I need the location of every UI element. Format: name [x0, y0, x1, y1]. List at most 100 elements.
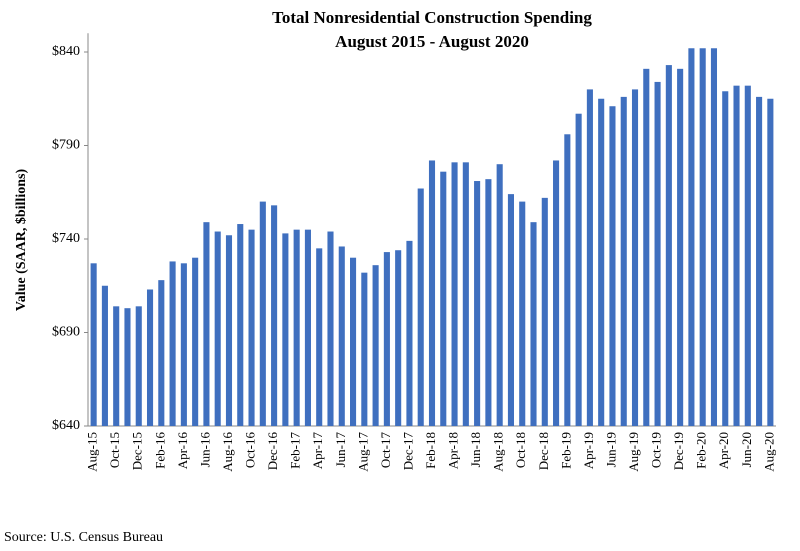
bar [631, 89, 639, 427]
bar [203, 222, 210, 426]
y-tick-label: $690 [52, 325, 80, 340]
x-tick-label: Oct-19 [649, 432, 664, 468]
x-tick-label: Jun-17 [333, 432, 348, 468]
x-tick-label: Feb-18 [423, 432, 438, 469]
x-tick-label: Aug-16 [220, 432, 235, 472]
bar [350, 257, 357, 426]
chart-subtitle: August 2015 - August 2020 [335, 32, 529, 51]
bar [507, 194, 514, 426]
bar [282, 233, 289, 426]
bar [293, 229, 300, 426]
bar [462, 162, 469, 426]
bar [372, 265, 379, 426]
bar [474, 181, 481, 426]
x-tick-label: Feb-20 [694, 432, 709, 469]
bar [180, 263, 187, 426]
bar [575, 113, 582, 427]
x-tick-label: Dec-15 [130, 432, 145, 470]
y-tick-label: $840 [52, 44, 80, 59]
x-tick-label: Jun-19 [603, 432, 618, 467]
x-tick-label: Oct-18 [513, 432, 528, 468]
bar [553, 160, 560, 426]
y-tick-label: $640 [52, 418, 80, 433]
bar [722, 91, 729, 427]
x-tick-label: Aug-17 [355, 432, 370, 472]
x-tick-label: Aug-15 [85, 432, 100, 472]
bar [327, 231, 334, 426]
x-tick-label: Apr-17 [310, 432, 325, 470]
bar [451, 162, 458, 426]
bar [248, 229, 255, 426]
bar [338, 246, 345, 426]
bar [135, 306, 142, 426]
bar [598, 98, 605, 426]
x-tick-label: Apr-16 [175, 432, 190, 470]
bar [169, 261, 176, 426]
bar [101, 285, 108, 426]
x-tick-label: Apr-20 [716, 432, 731, 469]
bar [158, 280, 165, 426]
bar [237, 224, 244, 426]
bar [485, 179, 492, 426]
bar [767, 98, 774, 426]
bar [699, 48, 706, 426]
bar [124, 308, 131, 426]
bar [271, 205, 278, 426]
x-tick-label: Aug-19 [626, 432, 641, 472]
bar [564, 134, 571, 426]
bar [744, 85, 751, 426]
bar [530, 222, 537, 426]
bar [304, 229, 311, 426]
x-tick-label: Dec-17 [400, 432, 415, 471]
x-tick-label: Oct-16 [243, 432, 258, 469]
x-tick-label: Aug-18 [491, 432, 506, 472]
x-tick-label: Dec-18 [536, 432, 551, 470]
x-tick-label: Oct-17 [378, 432, 393, 469]
bar [688, 48, 695, 426]
bar [90, 263, 97, 426]
bar [417, 188, 424, 426]
x-tick-label: Feb-19 [558, 432, 573, 469]
x-tick-label: Aug-20 [761, 432, 776, 472]
bar [428, 160, 436, 426]
x-tick-label: Feb-17 [288, 432, 303, 469]
bar [496, 164, 503, 426]
bar [259, 201, 266, 426]
x-tick-label: Jun-18 [468, 432, 483, 467]
y-tick-label: $740 [52, 231, 80, 246]
bar [192, 257, 199, 426]
bar [541, 197, 548, 426]
bar [146, 289, 154, 426]
x-tick-label: Apr-19 [581, 432, 596, 469]
x-tick-label: Jun-20 [739, 432, 754, 467]
bar [756, 96, 763, 426]
bar [361, 272, 368, 426]
bar [440, 171, 447, 426]
source-note: Source: U.S. Census Bureau [4, 530, 163, 545]
x-tick-label: Jun-16 [197, 432, 212, 468]
bar [316, 248, 323, 426]
bar [586, 89, 593, 427]
bar [214, 231, 221, 426]
bar [395, 250, 402, 426]
bar [677, 68, 684, 426]
chart-title: Total Nonresidential Construction Spendi… [272, 8, 592, 27]
y-tick-label: $790 [52, 138, 80, 153]
bar [406, 240, 413, 426]
bar [113, 306, 120, 426]
x-tick-label: Oct-15 [107, 432, 122, 468]
bar [225, 235, 233, 426]
bar [733, 85, 740, 426]
bar [710, 48, 718, 426]
x-tick-label: Dec-19 [671, 432, 686, 470]
x-tick-label: Dec-16 [265, 432, 280, 471]
bar [654, 81, 661, 427]
bar [609, 106, 616, 426]
bar [643, 68, 650, 426]
bar [665, 65, 672, 426]
bar [519, 201, 526, 426]
x-tick-label: Apr-18 [446, 432, 461, 469]
y-axis-label: Value (SAAR, $billions) [14, 169, 29, 312]
